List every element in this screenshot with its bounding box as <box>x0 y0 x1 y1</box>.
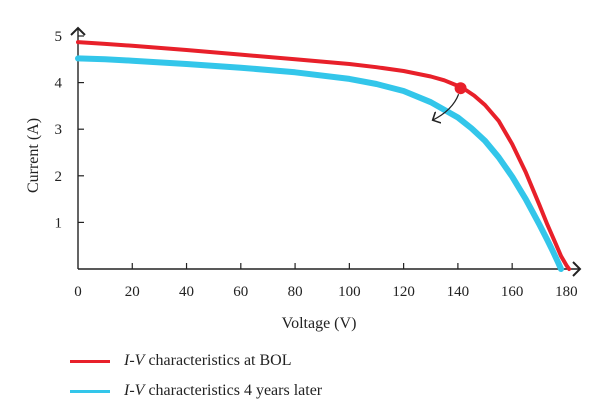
x-tick-label: 120 <box>392 284 415 300</box>
legend-label-bol: I-V characteristics at BOL <box>124 352 292 369</box>
axes: 0 20 40 60 80 100 120 140 160 180 1 2 3 4 5 Voltage (V)… <box>25 26 582 332</box>
series-line-4-years <box>75 55 564 272</box>
x-tick-label: 20 <box>125 284 140 300</box>
iv-chart: 0 20 40 60 80 100 120 140 160 180 1 2 3 4 5 Voltage (V)… <box>25 26 582 332</box>
x-tick-label: 140 <box>447 284 470 300</box>
y-tick-label: 1 <box>55 215 63 231</box>
y-tick-label: 2 <box>55 169 63 185</box>
legend-label-4-years: I-V characteristics 4 years later <box>124 382 323 399</box>
series-lines <box>75 40 572 272</box>
legend: I-V characteristics at BOL I-V character… <box>70 346 490 406</box>
annotations <box>433 82 467 120</box>
x-axis-title: Voltage (V) <box>282 315 357 332</box>
x-tick-label: 80 <box>288 284 303 300</box>
legend-item-4-years: I-V characteristics 4 years later <box>70 376 490 406</box>
x-tick-label: 40 <box>179 284 194 300</box>
x-tick-label: 60 <box>233 284 248 300</box>
y-tick-label: 3 <box>55 122 63 138</box>
y-tick-label: 4 <box>55 76 63 92</box>
max-power-point-marker <box>454 82 467 95</box>
legend-item-bol: I-V characteristics at BOL <box>70 346 490 376</box>
legend-swatch-4-years <box>70 389 110 393</box>
y-axis-title: Current (A) <box>25 118 42 193</box>
x-tick-label: 0 <box>74 284 82 300</box>
legend-swatch-bol <box>70 359 110 363</box>
degradation-arrow <box>433 93 460 120</box>
x-tick-label: 160 <box>501 284 524 300</box>
y-tick-label: 5 <box>55 29 63 45</box>
x-tick-label: 180 <box>555 284 578 300</box>
x-tick-label: 100 <box>338 284 361 300</box>
